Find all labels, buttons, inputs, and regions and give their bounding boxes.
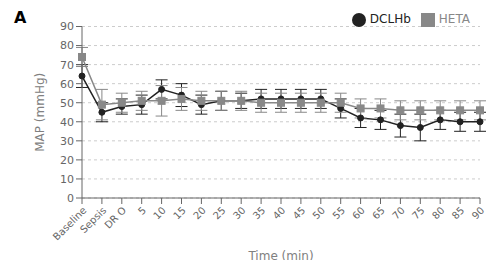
svg-text:75: 75 — [410, 205, 427, 222]
html-text:HETA: HETA — [438, 12, 470, 26]
svg-text:30: 30 — [231, 205, 248, 222]
svg-text:50: 50 — [310, 205, 327, 222]
svg-text:10: 10 — [151, 205, 168, 222]
svg-text:80: 80 — [430, 205, 447, 222]
svg-text:60: 60 — [350, 205, 367, 222]
svg-text:60: 60 — [60, 78, 74, 91]
svg-text:40: 40 — [60, 116, 74, 129]
svg-text:20: 20 — [60, 154, 74, 167]
svg-text:20: 20 — [191, 205, 208, 222]
svg-text:25: 25 — [211, 205, 228, 222]
svg-text:70: 70 — [60, 59, 74, 72]
svg-text:Sepsis: Sepsis — [78, 205, 108, 235]
svg-text:70: 70 — [390, 205, 407, 222]
svg-text:5: 5 — [136, 205, 148, 217]
svg-text:80: 80 — [60, 39, 74, 52]
svg-text:65: 65 — [370, 205, 387, 222]
svg-text:Baseline: Baseline — [50, 204, 89, 243]
svg-text:90: 90 — [470, 205, 487, 222]
svg-text:45: 45 — [291, 205, 308, 222]
svg-text:50: 50 — [60, 97, 74, 110]
svg-text:35: 35 — [251, 205, 268, 222]
svg-text:55: 55 — [330, 205, 347, 222]
svg-text:DR O: DR O — [102, 205, 128, 231]
svg-text:40: 40 — [271, 205, 288, 222]
html-text:DCLHb: DCLHb — [369, 12, 411, 26]
svg-text:0: 0 — [67, 192, 74, 205]
svg-text:10: 10 — [60, 173, 74, 186]
html-text:A: A — [14, 8, 27, 27]
svg-text:MAP (mmHg): MAP (mmHg) — [33, 73, 47, 152]
svg-text:15: 15 — [171, 205, 188, 222]
svg-text:Time (min): Time (min) — [247, 249, 313, 260]
svg-text:90: 90 — [60, 20, 74, 33]
svg-text:30: 30 — [60, 135, 74, 148]
svg-text:85: 85 — [450, 205, 467, 222]
